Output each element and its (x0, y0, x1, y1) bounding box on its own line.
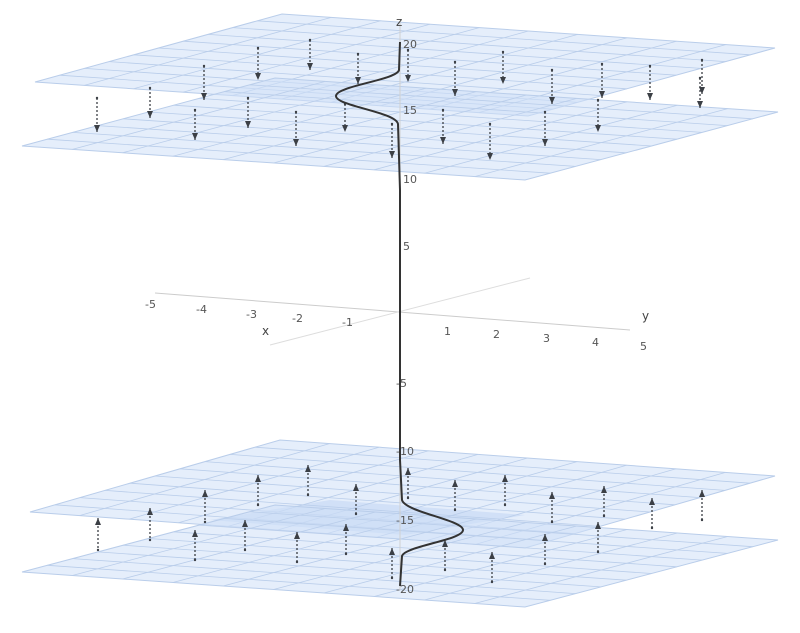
field-arrow (245, 96, 251, 128)
x-tick-label: -5 (145, 298, 156, 311)
z-tick-label: 20 (403, 38, 417, 51)
field-arrow (389, 122, 395, 158)
field-arrow (95, 518, 101, 552)
field-arrow (595, 522, 601, 554)
field-arrow (500, 50, 506, 84)
field-arrow (255, 475, 261, 507)
field-arrow (343, 524, 349, 556)
field-arrow (201, 64, 207, 100)
field-arrow (601, 486, 607, 518)
field-arrow (307, 38, 313, 70)
z-tick-label: -5 (396, 377, 407, 390)
plane-grid-line (224, 518, 728, 554)
plane-grid-line (204, 461, 701, 498)
field-arrow (647, 64, 653, 100)
plane-grid-line (474, 108, 728, 177)
field-arrow (542, 534, 548, 566)
field-arrow (549, 68, 555, 104)
plane-grid-line (257, 20, 751, 56)
z-tick-label: 10 (403, 173, 417, 186)
y-tick-label: 3 (543, 332, 550, 345)
field-arrow (699, 58, 705, 94)
field-arrow (452, 480, 458, 512)
plane-grid-line (424, 104, 678, 174)
plane-grid-line (229, 454, 726, 491)
field-arrow (549, 492, 555, 524)
field-arrow (542, 110, 548, 146)
y-axis-label: y (642, 309, 649, 323)
field-arrow (405, 468, 411, 500)
x-tick-label: -1 (342, 316, 353, 329)
field-arrow (293, 110, 299, 146)
y-tick-label: 4 (592, 336, 599, 349)
field-arrow (489, 552, 495, 584)
z-tick-label: -10 (396, 445, 414, 458)
x-tick-label: -3 (246, 308, 257, 321)
plane-grid-line (249, 84, 753, 120)
z-tick-label: 5 (403, 240, 410, 253)
field-arrow (599, 62, 605, 98)
field-arrow (442, 540, 448, 572)
field-arrow (440, 108, 446, 144)
plane-grid-line (207, 34, 701, 69)
field-arrow (697, 76, 703, 108)
field-arrow (405, 48, 411, 82)
field-arrow (595, 98, 601, 132)
space-curve (334, 41, 465, 587)
field-arrow (294, 532, 300, 564)
x-tick-label: -4 (196, 303, 207, 316)
field-arrow (353, 484, 359, 516)
field-arrow (147, 86, 153, 118)
field-arrow (94, 96, 100, 132)
plane-grid-line (254, 446, 751, 484)
field-arrow (192, 530, 198, 562)
plane-grid-line (232, 27, 726, 62)
field-arrow (147, 508, 153, 542)
y-tick-label: 1 (444, 325, 451, 338)
field-arrow (355, 52, 361, 84)
field-arrow (202, 490, 208, 524)
field-arrow (305, 465, 311, 497)
vector-field-arrows (94, 38, 705, 584)
plane-grid-line (173, 531, 677, 568)
plane-grid-line (373, 529, 628, 597)
plane-grid-line (323, 525, 577, 594)
plane-grid-line (179, 468, 676, 506)
field-arrow (487, 122, 493, 160)
plane-grid-line (224, 91, 728, 126)
plane-grid-line (474, 536, 728, 604)
plane-grid-line (173, 104, 677, 140)
field-arrow (389, 548, 395, 580)
field-arrow (192, 108, 198, 140)
x-axis-line (154, 292, 631, 331)
x-axis-label: x (262, 324, 269, 338)
z-tick-label: -15 (396, 514, 414, 527)
field-arrow (452, 60, 458, 96)
plane-grid-line (249, 511, 753, 548)
z-tick-label: 15 (403, 104, 417, 117)
y-tick-label: 2 (493, 328, 500, 341)
plane-grid-line (199, 524, 703, 561)
field-arrow (502, 475, 508, 507)
field-arrow (255, 46, 261, 80)
z-axis-label: z (396, 15, 402, 29)
z-tick-label: -20 (396, 583, 414, 596)
plane-grid-line (424, 532, 678, 601)
field-arrow (649, 498, 655, 530)
plane-grid-line (373, 101, 628, 171)
x-tick-label: -2 (292, 312, 303, 325)
field-arrow (699, 490, 705, 522)
plane-grid-line (183, 40, 677, 76)
plane-grid-line (323, 98, 577, 167)
plane-grid-line (199, 98, 703, 133)
field-arrow (242, 520, 248, 552)
y-tick-label: 5 (640, 340, 647, 353)
